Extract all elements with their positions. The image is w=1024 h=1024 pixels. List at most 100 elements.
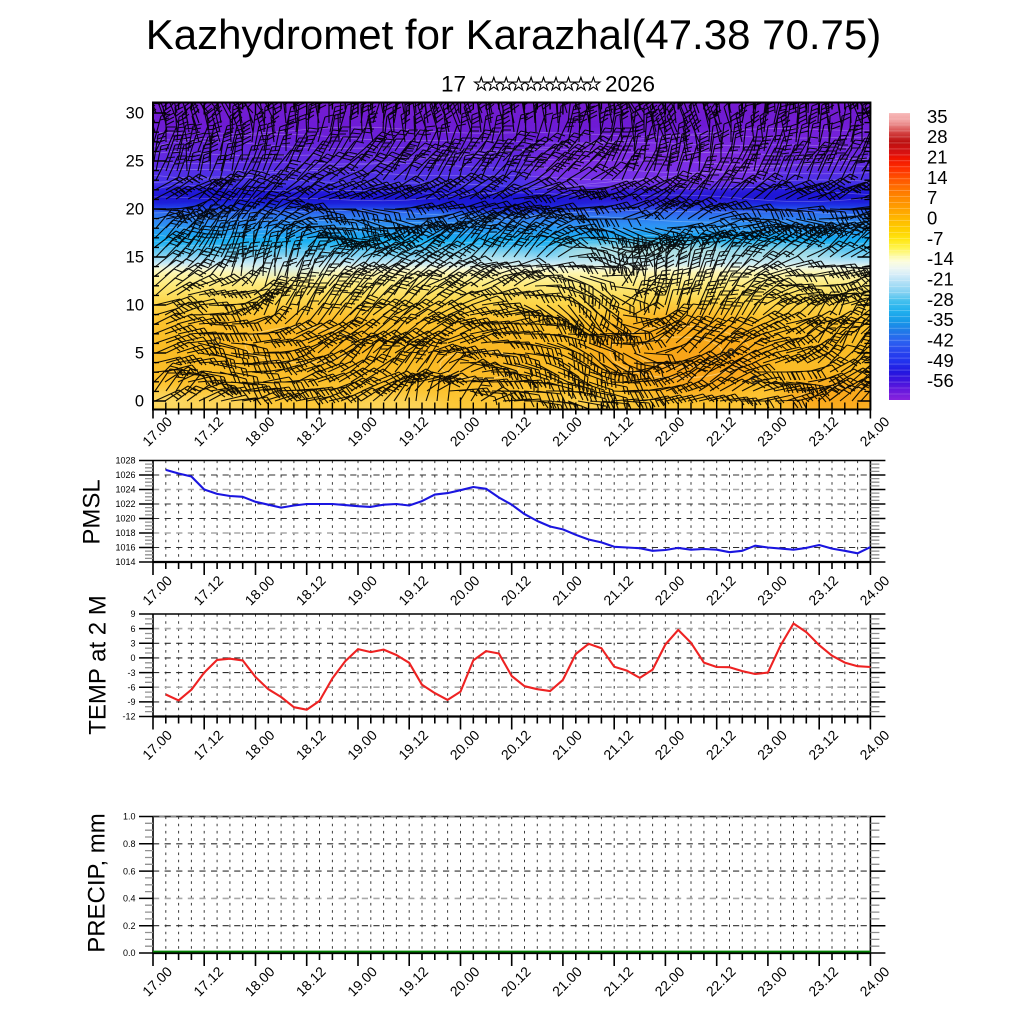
svg-text:1024: 1024: [115, 485, 135, 495]
svg-text:18.12: 18.12: [293, 572, 329, 608]
svg-text:18.00: 18.00: [242, 963, 278, 999]
svg-text:23.12: 23.12: [805, 963, 841, 999]
svg-text:19.00: 19.00: [344, 413, 380, 449]
svg-text:-28: -28: [927, 289, 954, 310]
svg-text:2026: 2026: [605, 72, 655, 97]
svg-text:0: 0: [135, 393, 144, 411]
svg-text:-9: -9: [127, 697, 135, 707]
svg-text:19.12: 19.12: [395, 413, 431, 449]
svg-text:0.6: 0.6: [123, 866, 136, 876]
svg-text:Kazhydromet for Karazhal(47.38: Kazhydromet for Karazhal(47.38 70.75): [146, 11, 881, 58]
svg-text:19.00: 19.00: [344, 572, 380, 608]
svg-text:25: 25: [126, 153, 144, 171]
svg-text:1022: 1022: [115, 499, 135, 509]
svg-text:0.0: 0.0: [123, 948, 136, 958]
svg-text:18.00: 18.00: [242, 413, 278, 449]
svg-text:18.00: 18.00: [242, 727, 278, 763]
svg-text:19.12: 19.12: [395, 963, 431, 999]
svg-text:TEMP at 2 M: TEMP at 2 M: [85, 595, 112, 735]
svg-text:24.00: 24.00: [856, 572, 892, 608]
svg-text:30: 30: [126, 105, 144, 123]
svg-text:1016: 1016: [115, 543, 135, 553]
svg-text:18.00: 18.00: [242, 572, 278, 608]
svg-text:19.12: 19.12: [395, 727, 431, 763]
svg-text:22.12: 22.12: [703, 963, 739, 999]
svg-text:22.12: 22.12: [703, 413, 739, 449]
svg-text:23.12: 23.12: [805, 413, 841, 449]
svg-text:22.00: 22.00: [651, 963, 687, 999]
svg-text:22.00: 22.00: [651, 727, 687, 763]
svg-text:21.12: 21.12: [600, 572, 636, 608]
svg-text:1020: 1020: [115, 514, 135, 524]
svg-text:5: 5: [135, 345, 144, 363]
svg-text:0.2: 0.2: [123, 921, 136, 931]
svg-text:0.4: 0.4: [123, 894, 136, 904]
svg-text:17.12: 17.12: [190, 727, 226, 763]
svg-text:21.00: 21.00: [549, 572, 585, 608]
svg-text:1026: 1026: [115, 470, 135, 480]
svg-text:21.12: 21.12: [600, 727, 636, 763]
svg-text:20.12: 20.12: [498, 727, 534, 763]
svg-text:-42: -42: [927, 329, 954, 350]
svg-text:14: 14: [927, 167, 948, 188]
svg-text:21.00: 21.00: [549, 727, 585, 763]
svg-text:20.12: 20.12: [498, 413, 534, 449]
svg-text:21.00: 21.00: [549, 963, 585, 999]
svg-text:-3: -3: [127, 668, 135, 678]
svg-text:18.12: 18.12: [293, 963, 329, 999]
svg-text:1018: 1018: [115, 528, 135, 538]
svg-text:23.00: 23.00: [754, 572, 790, 608]
svg-text:0: 0: [927, 207, 937, 228]
svg-text:17.12: 17.12: [190, 963, 226, 999]
svg-text:-6: -6: [127, 682, 135, 692]
svg-text:28: 28: [927, 126, 948, 147]
svg-text:3: 3: [130, 639, 135, 649]
svg-text:17: 17: [441, 72, 466, 97]
svg-text:-35: -35: [927, 309, 954, 330]
svg-text:10: 10: [126, 297, 144, 315]
svg-text:24.00: 24.00: [856, 727, 892, 763]
svg-text:-49: -49: [927, 350, 954, 371]
svg-text:21.12: 21.12: [600, 413, 636, 449]
svg-text:18.12: 18.12: [293, 727, 329, 763]
svg-text:20.00: 20.00: [447, 963, 483, 999]
svg-text:0.8: 0.8: [123, 839, 136, 849]
svg-text:1028: 1028: [115, 456, 135, 466]
svg-text:1.0: 1.0: [123, 812, 136, 822]
svg-text:20.00: 20.00: [447, 572, 483, 608]
svg-text:PRECIP, mm: PRECIP, mm: [84, 813, 111, 953]
svg-text:22.12: 22.12: [703, 727, 739, 763]
svg-text:1014: 1014: [115, 557, 135, 567]
svg-text:0: 0: [130, 653, 135, 663]
svg-text:7: 7: [927, 187, 937, 208]
svg-text:24.00: 24.00: [856, 963, 892, 999]
svg-text:-21: -21: [927, 268, 954, 289]
svg-text:20.00: 20.00: [447, 727, 483, 763]
svg-text:19.00: 19.00: [344, 963, 380, 999]
svg-text:17.00: 17.00: [139, 413, 175, 449]
svg-text:-12: -12: [122, 712, 135, 722]
svg-text:-14: -14: [927, 248, 954, 269]
svg-text:19.00: 19.00: [344, 727, 380, 763]
svg-text:6: 6: [130, 624, 135, 634]
svg-text:19.12: 19.12: [395, 572, 431, 608]
svg-text:20.12: 20.12: [498, 963, 534, 999]
svg-text:22.12: 22.12: [703, 572, 739, 608]
svg-text:23.00: 23.00: [754, 963, 790, 999]
svg-text:20: 20: [126, 201, 144, 219]
svg-text:9: 9: [130, 609, 135, 619]
svg-text:17.00: 17.00: [139, 963, 175, 999]
svg-text:18.12: 18.12: [293, 413, 329, 449]
svg-text:15: 15: [126, 249, 144, 267]
svg-text:20.12: 20.12: [498, 572, 534, 608]
svg-text:21: 21: [927, 147, 948, 168]
svg-text:-56: -56: [927, 370, 954, 391]
svg-text:17.12: 17.12: [190, 413, 226, 449]
svg-text:21.00: 21.00: [549, 413, 585, 449]
svg-text:17.12: 17.12: [190, 572, 226, 608]
svg-text:24.00: 24.00: [856, 413, 892, 449]
svg-text:PMSL: PMSL: [79, 479, 106, 544]
svg-text:17.00: 17.00: [139, 727, 175, 763]
svg-text:22.00: 22.00: [651, 413, 687, 449]
svg-text:35: 35: [927, 106, 948, 127]
